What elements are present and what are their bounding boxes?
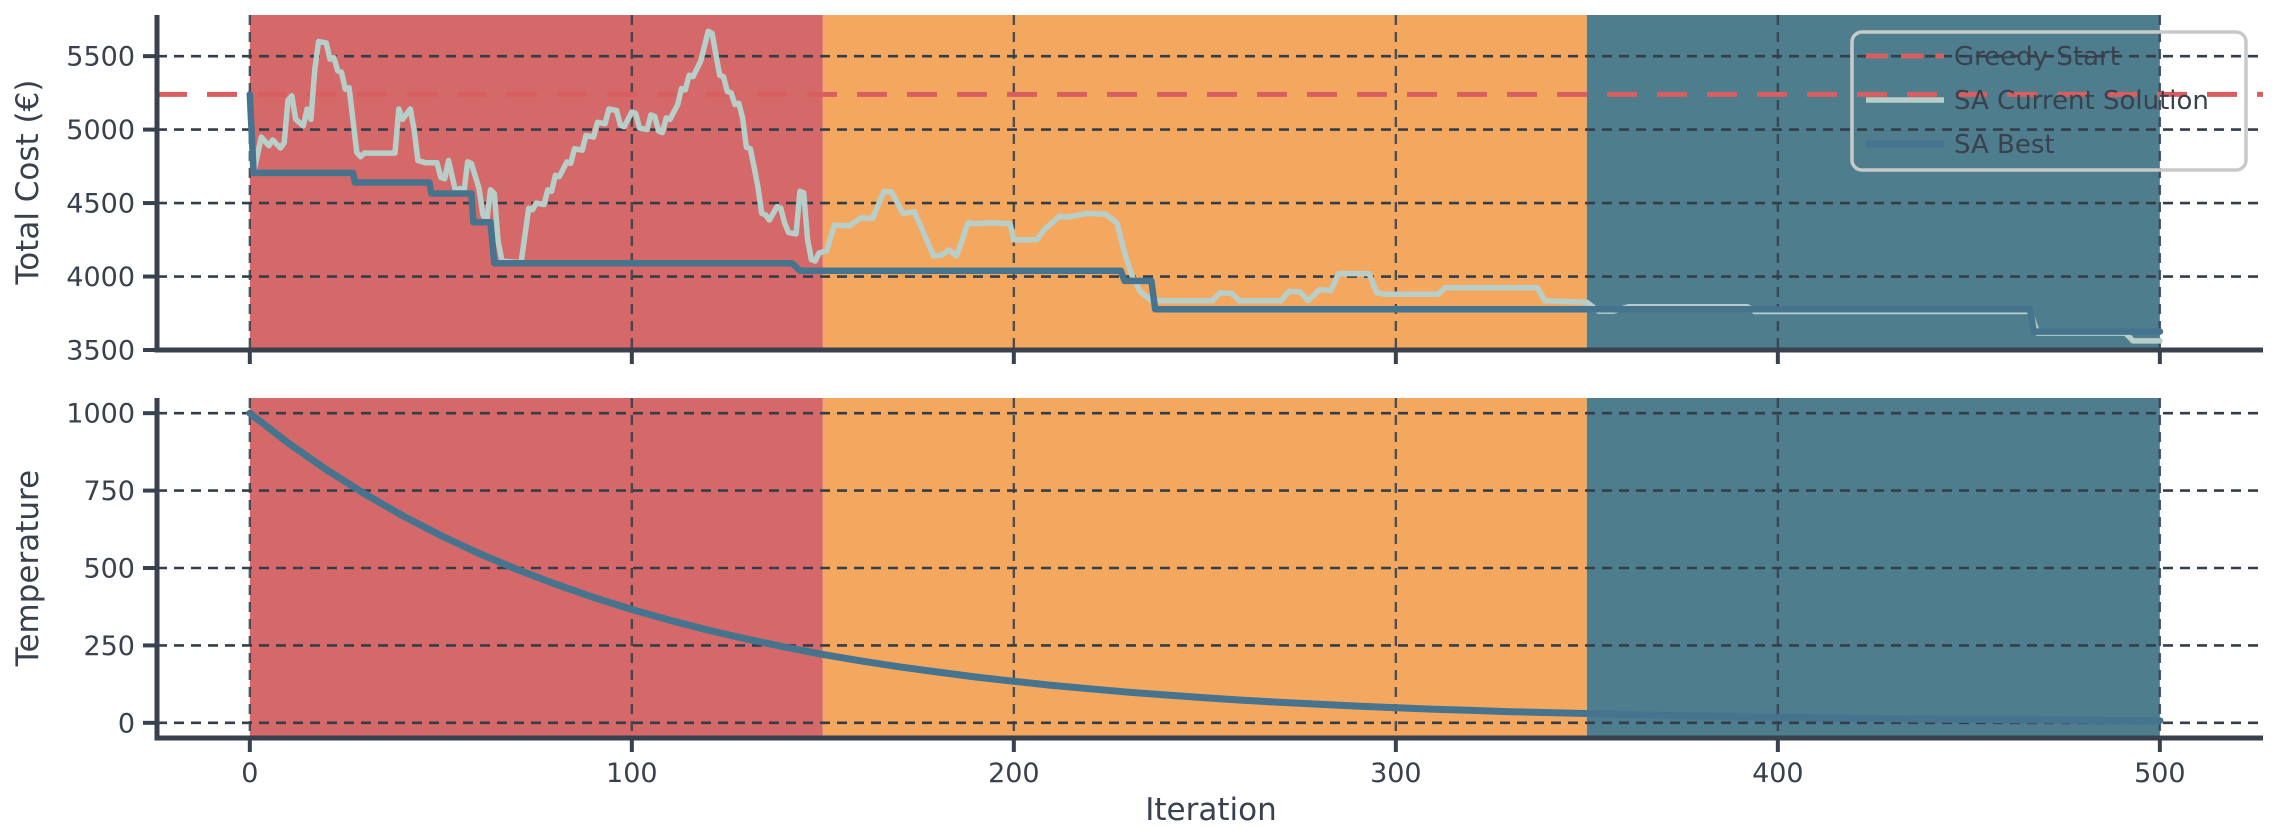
y-tick-label: 3500	[66, 336, 135, 367]
series-sa-current-solution-line	[247, 28, 2163, 344]
x-tick-label: 500	[2134, 758, 2186, 789]
x-tick-label: 0	[241, 758, 258, 789]
legend-label-3: SA Best	[1954, 130, 2055, 160]
y-tick-label: 4500	[66, 189, 135, 220]
phase-band-2	[822, 15, 1587, 350]
y-tick-label: 1000	[66, 399, 135, 430]
x-tick-label: 300	[1370, 758, 1422, 789]
phase-band-2	[822, 398, 1587, 738]
y-tick-label: 250	[83, 631, 135, 662]
y-tick-label: 4000	[66, 262, 135, 293]
series-temperature-line	[246, 409, 2164, 725]
legend-label-1: Greedy Start	[1954, 42, 2120, 72]
xlabel-iteration: Iteration	[1145, 792, 1277, 828]
ylabel-temperature: Temperature	[10, 470, 46, 667]
x-tick-label: 200	[988, 758, 1040, 789]
y-tick-label: 500	[83, 554, 135, 585]
ylabel-total-cost: Total Cost (€)	[10, 80, 46, 286]
legend: Greedy Start SA Current Solution SA Best	[1850, 30, 2248, 172]
x-tick-label: 100	[606, 758, 658, 789]
y-tick-label: 750	[83, 476, 135, 507]
x-tick-label: 400	[1752, 758, 1804, 789]
phase-band-3	[1586, 15, 2160, 350]
y-tick-label: 0	[118, 708, 135, 739]
y-tick-label: 5000	[66, 115, 135, 146]
legend-label-2: SA Current Solution	[1954, 86, 2209, 116]
plot-area: 3500 4000 4500 5000 5500 0 250 500 750 1000 0 100 20…	[66, 15, 2263, 789]
series-sa-best-line	[246, 91, 2164, 335]
y-tick-label: 5500	[66, 42, 135, 73]
phase-band-1	[249, 15, 823, 350]
legend-box	[1850, 30, 2248, 172]
